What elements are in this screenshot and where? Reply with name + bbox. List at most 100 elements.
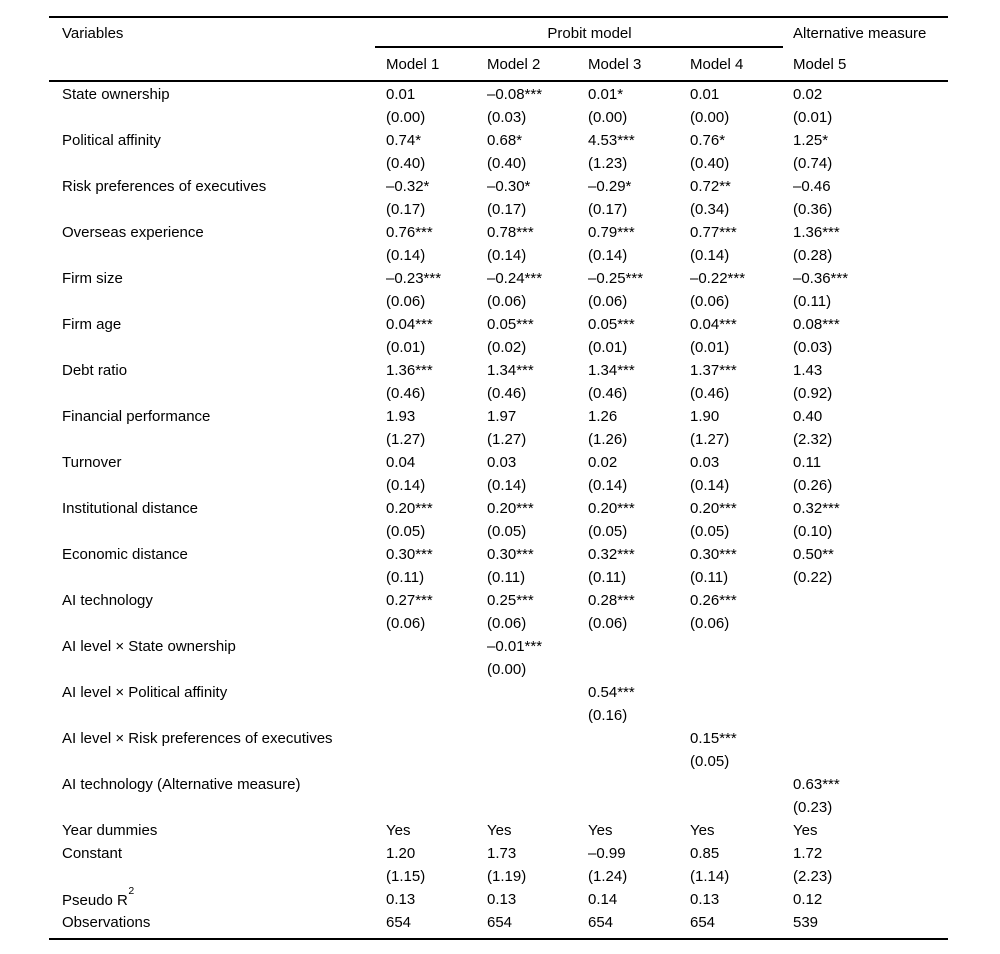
cell: 0.13 — [487, 891, 517, 908]
cell: –0.24*** — [487, 270, 543, 287]
cell: 0.15*** — [690, 730, 737, 747]
table-row: AI level × State ownership –0.01*** — [49, 635, 948, 658]
cell: 654 — [588, 914, 614, 931]
table-row: Pseudo R2 0.13 0.13 0.14 0.13 0.12 — [49, 885, 948, 911]
cell: 1.36*** — [386, 362, 433, 379]
row-label-cell: Year dummies — [49, 822, 386, 839]
table-row: (0.00) (0.03) (0.00) (0.00) (0.01) — [49, 106, 948, 129]
cell: –0.22*** — [690, 270, 746, 287]
cell: 0.79*** — [588, 224, 635, 241]
row-label: Observations — [62, 914, 151, 931]
row-label-cell: Observations — [49, 914, 386, 931]
row-label: AI technology (Alternative measure) — [62, 776, 301, 793]
cell: (0.06) — [690, 293, 730, 310]
cell: (0.14) — [386, 247, 426, 264]
table-row: State ownership 0.01 –0.08*** 0.01* 0.01… — [49, 83, 948, 106]
cell: (0.06) — [487, 615, 527, 632]
table-row: (0.16) — [49, 704, 948, 727]
probit-model-group-header: Probit model — [547, 24, 632, 42]
cell: 0.01 — [690, 86, 720, 103]
cell: (2.32) — [793, 431, 833, 448]
cell: –0.29* — [588, 178, 632, 195]
model-4-header: Model 4 — [690, 55, 744, 73]
cell: (0.17) — [386, 201, 426, 218]
table-row: Constant 1.20 1.73 –0.99 0.85 1.72 — [49, 842, 948, 865]
table-row: (0.46) (0.46) (0.46) (0.46) (0.92) — [49, 382, 948, 405]
bottom-rule — [49, 938, 948, 940]
cell: (0.11) — [487, 569, 526, 586]
cell: (0.14) — [690, 477, 730, 494]
row-label-cell: Political affinity — [49, 132, 386, 149]
cell: 1.26 — [588, 408, 618, 425]
table-row: Institutional distance 0.20*** 0.20*** 0… — [49, 497, 948, 520]
cell: 0.54*** — [588, 684, 635, 701]
cell: 0.03 — [690, 454, 720, 471]
table-row: (0.14) (0.14) (0.14) (0.14) (0.26) — [49, 474, 948, 497]
cell: 0.03 — [487, 454, 517, 471]
cell: –0.25*** — [588, 270, 644, 287]
table-row: Observations 654 654 654 654 539 — [49, 911, 948, 934]
cell: 1.36*** — [793, 224, 840, 241]
row-label-cell: Debt ratio — [49, 362, 386, 379]
cell: 0.30*** — [487, 546, 534, 563]
cell: 0.74* — [386, 132, 422, 149]
cell: (0.11) — [588, 569, 627, 586]
table-row: (0.00) — [49, 658, 948, 681]
cell: 1.97 — [487, 408, 517, 425]
cell: (0.46) — [588, 385, 628, 402]
cell: 0.20*** — [386, 500, 433, 517]
model-3-header: Model 3 — [588, 55, 642, 73]
cell: 0.12 — [793, 891, 823, 908]
cell: (1.14) — [690, 868, 730, 885]
cell: –0.01*** — [487, 638, 543, 655]
cell: (1.27) — [386, 431, 426, 448]
cell: (0.14) — [588, 247, 628, 264]
cell: 0.68* — [487, 132, 523, 149]
cell: 1.93 — [386, 408, 416, 425]
cell: –0.23*** — [386, 270, 442, 287]
cell: 0.30*** — [386, 546, 433, 563]
cell: 0.20*** — [487, 500, 534, 517]
cell: (0.05) — [690, 753, 730, 770]
row-label-cell: Economic distance — [49, 546, 386, 563]
cell: 0.32*** — [588, 546, 635, 563]
row-label-cell: Constant — [49, 845, 386, 862]
cell: –0.30* — [487, 178, 531, 195]
cell: 0.72** — [690, 178, 731, 195]
row-label: Risk preferences of executives — [62, 178, 267, 195]
row-label: State ownership — [62, 86, 170, 103]
cell: 0.13 — [386, 891, 416, 908]
table-row: Overseas experience 0.76*** 0.78*** 0.79… — [49, 221, 948, 244]
row-label: Firm size — [62, 270, 123, 287]
cell: 654 — [386, 914, 412, 931]
row-label: Constant — [62, 845, 123, 862]
row-label-cell: AI level × Political affinity — [49, 684, 386, 701]
cell: (0.06) — [386, 615, 426, 632]
table-row: (0.05) (0.05) (0.05) (0.05) (0.10) — [49, 520, 948, 543]
cell: (0.05) — [386, 523, 426, 540]
cell: Yes — [588, 822, 613, 839]
cell: (0.01) — [386, 339, 426, 356]
table-row: AI technology (Alternative measure) 0.63… — [49, 773, 948, 796]
row-label-cell: Overseas experience — [49, 224, 386, 241]
cell: (0.40) — [690, 155, 730, 172]
cell: (0.05) — [588, 523, 628, 540]
table-row: Political affinity 0.74* 0.68* 4.53*** 0… — [49, 129, 948, 152]
cell: 1.34*** — [588, 362, 635, 379]
cell: (1.27) — [487, 431, 527, 448]
cell: 0.05*** — [487, 316, 534, 333]
cell: (0.06) — [588, 615, 628, 632]
model-2-header: Model 2 — [487, 55, 541, 73]
row-label: AI technology — [62, 592, 153, 609]
cell: (0.00) — [690, 109, 730, 126]
cell: (0.28) — [793, 247, 833, 264]
cell: (0.05) — [487, 523, 527, 540]
table-row: Risk preferences of executives –0.32* –0… — [49, 175, 948, 198]
row-label: Year dummies — [62, 822, 158, 839]
cell: 1.34*** — [487, 362, 534, 379]
row-label-cell: Firm age — [49, 316, 386, 333]
row-label: Pseudo R — [62, 892, 128, 909]
row-label-cell: Financial performance — [49, 408, 386, 425]
table-row: AI technology 0.27*** 0.25*** 0.28*** 0.… — [49, 589, 948, 612]
table-row: Year dummies Yes Yes Yes Yes Yes — [49, 819, 948, 842]
